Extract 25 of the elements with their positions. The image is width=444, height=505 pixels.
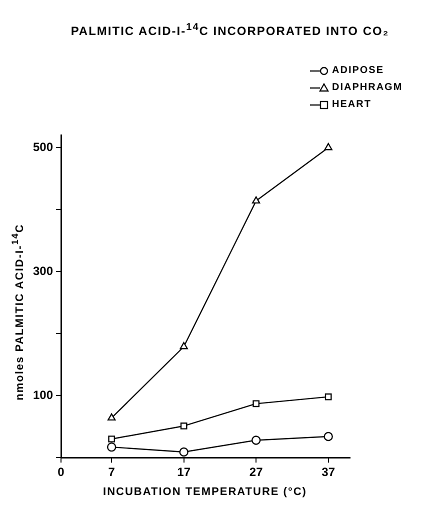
point	[108, 436, 116, 442]
x-tick-label: 0	[58, 465, 65, 480]
point	[180, 422, 188, 430]
point	[106, 442, 116, 452]
point	[324, 143, 332, 150]
point	[252, 196, 260, 204]
point	[108, 413, 116, 421]
x-tick-label: 27	[249, 465, 264, 480]
legend-label: ADIPOSE	[332, 65, 384, 76]
point	[252, 400, 260, 408]
chart-title: PALMITIC ACID-I-$^{14}$C INCORPORATED INTO CO₂	[70, 21, 390, 40]
x-axis-title: INCUBATION TEMPERATURE (°C)	[102, 486, 308, 498]
point	[179, 447, 188, 457]
point	[251, 436, 261, 445]
legend-label: HEART	[332, 99, 372, 110]
x-tick-label: 37	[322, 465, 336, 480]
y-tick-label: 100	[32, 388, 54, 402]
legend-label: DIAPHRAGM	[332, 82, 403, 93]
y-tick-label: 300	[32, 264, 54, 278]
point	[324, 432, 333, 442]
x-tick-label: 17	[177, 465, 191, 480]
y-tick-label: 500	[32, 140, 54, 154]
point	[324, 393, 332, 400]
x-tick-label: 7	[108, 465, 116, 480]
point	[180, 342, 188, 350]
